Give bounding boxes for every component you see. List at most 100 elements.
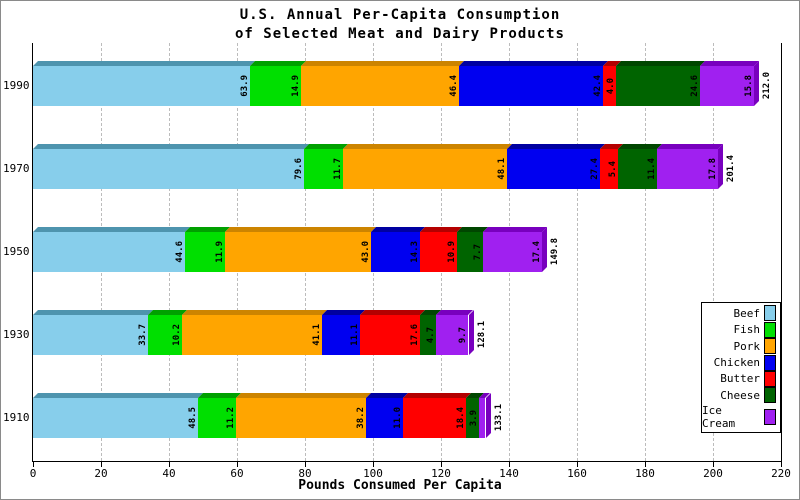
segment-pork: 48.1: [343, 149, 507, 189]
grid-line: [645, 43, 646, 461]
segment-beef: 48.5: [33, 398, 198, 438]
segment-value-label: 9.7: [458, 326, 469, 344]
x-axis-tick: [441, 462, 442, 467]
legend-item-pork: Pork: [702, 338, 780, 355]
legend-swatch-beef: [764, 305, 776, 322]
legend-item-cheese: Cheese: [702, 387, 780, 404]
x-tick-label: 160: [567, 467, 587, 480]
segment-butter: 10.9: [419, 232, 457, 272]
segment-value-label: 11.2: [225, 407, 236, 429]
segment-value-label: 38.2: [355, 407, 366, 429]
segment-ice-cream: 9.7: [435, 315, 469, 355]
legend-label: Cheese: [720, 388, 760, 402]
segment-value-label: 15.8: [743, 75, 754, 97]
segment-value-label: 27.4: [590, 158, 601, 180]
segment-value-label: 17.6: [409, 324, 420, 346]
segment-fish: 10.2: [147, 315, 183, 355]
bar-total-label: 201.4: [726, 149, 736, 189]
legend-label: Chicken: [713, 356, 760, 369]
x-axis-tick: [237, 462, 238, 467]
segment-value-label: 14.3: [409, 241, 420, 263]
x-tick-label: 100: [363, 467, 383, 480]
segment-value-label: 10.9: [446, 241, 457, 263]
x-tick-label: 60: [230, 467, 244, 480]
segment-chicken: 11.1: [321, 315, 360, 355]
x-tick-label: 80: [298, 467, 312, 480]
segment-value-label: 79.6: [293, 158, 304, 180]
bar-end-cap: [753, 61, 759, 106]
segment-value-label: 43.0: [361, 241, 372, 263]
segment-value-label: 17.4: [532, 241, 543, 263]
bar-total-label: 133.1: [494, 398, 504, 438]
segment-fish: 11.2: [197, 398, 236, 438]
bar-1930: 33.7 10.2 41.1 11.1 17.6 4.7 9.7 128.1: [33, 310, 487, 355]
y-tick-label-1910: 1910: [3, 411, 30, 424]
legend-swatch-butter: [764, 370, 776, 387]
legend-swatch-chicken: [764, 354, 776, 371]
segment-butter: 4.0: [602, 66, 617, 106]
bar-face: 79.6 11.7 48.1 27.4 5.4 11.4 17.8: [33, 149, 718, 189]
segment-pork: 38.2: [235, 398, 366, 438]
segment-value-label: 33.7: [137, 324, 148, 346]
total-value: 212.0: [761, 72, 772, 100]
legend-item-beef: Beef: [702, 305, 780, 322]
segment-value-label: 41.1: [311, 324, 322, 346]
legend-item-butter: Butter: [702, 370, 780, 387]
bar-1990: 63.9 14.9 46.4 42.4 4.0 24.6 15.8 212.0: [33, 61, 772, 106]
segment-ice-cream: [479, 398, 486, 438]
x-tick-label: 40: [162, 467, 176, 480]
segment-butter: 5.4: [600, 149, 619, 189]
legend-swatch-cheese: [764, 387, 776, 404]
legend-item-fish: Fish: [702, 321, 780, 338]
bar-end-cap: [468, 310, 474, 355]
x-axis-tick: [509, 462, 510, 467]
segment-beef: 79.6: [33, 149, 304, 189]
legend-item-ice-cream: Ice Cream: [702, 404, 780, 430]
bar-total-label: 212.0: [762, 66, 772, 106]
x-axis-tick: [101, 462, 102, 467]
segment-pork: 46.4: [300, 66, 459, 106]
x-tick-label: 0: [29, 467, 37, 480]
segment-chicken: 42.4: [458, 66, 603, 106]
bar-total-label: 128.1: [477, 315, 487, 355]
segment-fish: 11.9: [184, 232, 226, 272]
x-axis-tick: [33, 462, 34, 467]
bar-1950: 44.6 11.9 43.0 14.3 10.9 7.7 17.4 149.8: [33, 227, 560, 272]
x-tick-label: 180: [635, 467, 655, 480]
bar-1970: 79.6 11.7 48.1 27.4 5.4 11.4 17.8 201.4: [33, 144, 736, 189]
chart-title-line2: of Selected Meat and Dairy Products: [234, 26, 565, 42]
total-value: 149.8: [550, 238, 561, 266]
total-value: 133.1: [493, 404, 504, 432]
segment-cheese: 24.6: [616, 66, 701, 106]
segment-cheese: 11.4: [618, 149, 658, 189]
plot-area: 0 20 40 60 80 100 120 140 160 180 200 220 63.9 14.9 46…: [30, 43, 791, 480]
segment-cheese: 4.7: [419, 315, 436, 355]
y-tick-label-1990: 1990: [3, 79, 30, 92]
segment-value-label: 11.7: [333, 158, 344, 180]
x-axis-tick: [169, 462, 170, 467]
y-tick-label-1970: 1970: [3, 162, 30, 175]
segment-value-label: 11.1: [349, 324, 360, 346]
segment-ice-cream: 17.8: [657, 149, 718, 189]
segment-ice-cream: 17.4: [483, 232, 543, 272]
x-axis-tick: [305, 462, 306, 467]
segment-pork: 43.0: [225, 232, 372, 272]
x-axis-tick: [781, 462, 782, 467]
legend-label: Beef: [733, 306, 761, 320]
segment-value-label: 18.4: [455, 407, 466, 429]
x-tick-label: 120: [431, 467, 451, 480]
segment-beef: 33.7: [33, 315, 148, 355]
y-tick-label-1950: 1950: [3, 245, 30, 258]
legend-item-chicken: Chicken: [702, 354, 780, 371]
segment-cheese: 7.7: [456, 232, 484, 272]
segment-value-label: 7.7: [473, 243, 484, 261]
segment-value-label: 11.9: [215, 241, 226, 263]
segment-ice-cream: 15.8: [700, 66, 754, 106]
segment-value-label: 44.6: [174, 241, 185, 263]
legend-swatch-fish: [764, 321, 776, 338]
segment-chicken: 27.4: [506, 149, 601, 189]
segment-value-label: 11.4: [647, 158, 658, 180]
total-value: 201.4: [725, 155, 736, 183]
segment-value-label: 24.6: [690, 75, 701, 97]
